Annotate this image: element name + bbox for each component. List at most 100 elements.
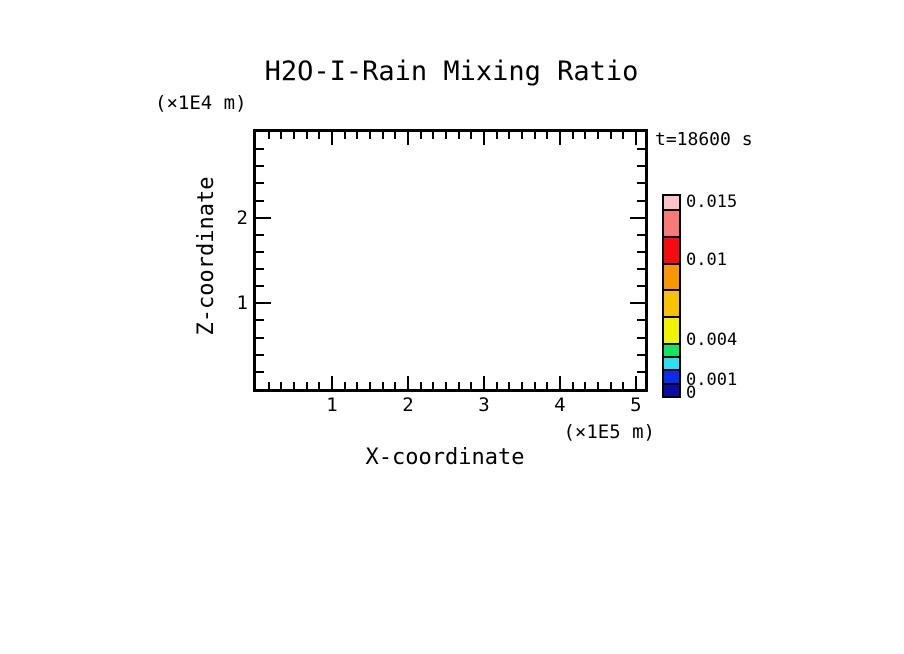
x-axis-tick bbox=[394, 132, 396, 139]
x-axis-tick bbox=[331, 376, 333, 389]
z-axis-tick bbox=[630, 302, 645, 304]
x-axis-tick bbox=[559, 132, 561, 145]
colorbar-segment bbox=[664, 209, 679, 236]
z-axis-tick bbox=[637, 182, 645, 184]
z-axis-tick bbox=[630, 217, 645, 219]
x-axis-tick bbox=[521, 132, 523, 139]
z-axis-tick bbox=[256, 148, 264, 150]
z-axis-tick bbox=[256, 337, 264, 339]
z-axis-title: Z-coordinate bbox=[194, 176, 219, 336]
colorbar-tick-label: 0.015 bbox=[686, 192, 738, 212]
z-axis-tick bbox=[256, 354, 264, 356]
x-axis-tick bbox=[293, 132, 295, 139]
x-axis-tick bbox=[508, 382, 510, 389]
z-axis-tick bbox=[256, 251, 264, 253]
plot-title: H2O-I-Rain Mixing Ratio bbox=[264, 56, 639, 87]
x-axis-tick bbox=[331, 132, 333, 145]
x-axis-tick bbox=[584, 382, 586, 389]
x-axis-tick-label: 1 bbox=[326, 394, 338, 416]
z-axis-tick bbox=[637, 285, 645, 287]
x-axis-tick bbox=[344, 132, 346, 139]
x-axis-tick bbox=[432, 132, 434, 139]
x-axis-tick bbox=[496, 132, 498, 139]
colorbar-segment bbox=[664, 369, 679, 383]
z-axis-tick-label: 2 bbox=[236, 206, 248, 229]
z-axis-tick bbox=[637, 200, 645, 202]
z-axis-tick bbox=[256, 268, 264, 270]
x-axis-tick bbox=[635, 376, 637, 389]
colorbar-segment bbox=[664, 382, 679, 396]
x-axis-tick bbox=[432, 382, 434, 389]
z-axis-tick bbox=[256, 165, 264, 167]
x-axis-tick bbox=[445, 132, 447, 139]
x-axis-tick bbox=[394, 382, 396, 389]
colorbar-tick-label: 0.001 bbox=[686, 369, 738, 390]
z-axis-tick bbox=[637, 268, 645, 270]
z-axis-tick bbox=[256, 371, 264, 373]
x-axis-tick bbox=[635, 132, 637, 145]
plot-area-frame bbox=[253, 129, 648, 392]
z-axis-tick bbox=[637, 371, 645, 373]
x-axis-tick-label: 5 bbox=[630, 394, 642, 416]
x-axis-tick bbox=[508, 132, 510, 139]
x-axis-tick bbox=[534, 132, 536, 139]
time-annotation: t=18600 s bbox=[655, 129, 753, 150]
x-axis-tick bbox=[546, 382, 548, 389]
z-axis-tick bbox=[637, 165, 645, 167]
x-axis-tick bbox=[572, 382, 574, 389]
z-axis-tick bbox=[637, 148, 645, 150]
x-axis-tick bbox=[610, 382, 612, 389]
x-axis-tick bbox=[534, 382, 536, 389]
colorbar-segment bbox=[664, 342, 679, 356]
x-axis-tick bbox=[407, 376, 409, 389]
colorbar-segment bbox=[664, 196, 679, 210]
z-axis-unit-label: (×1E4 m) bbox=[155, 92, 247, 114]
colorbar bbox=[662, 194, 681, 398]
x-axis-tick bbox=[622, 132, 624, 139]
x-axis-tick bbox=[369, 382, 371, 389]
x-axis-tick bbox=[318, 132, 320, 139]
x-axis-tick bbox=[356, 132, 358, 139]
x-axis-tick bbox=[280, 382, 282, 389]
x-axis-tick-label: 3 bbox=[478, 394, 490, 416]
x-axis-tick bbox=[369, 132, 371, 139]
x-axis-tick bbox=[483, 132, 485, 145]
x-axis-tick bbox=[572, 132, 574, 139]
x-axis-tick bbox=[268, 132, 270, 139]
z-axis-tick bbox=[256, 234, 264, 236]
x-axis-tick bbox=[483, 376, 485, 389]
z-axis-tick bbox=[637, 354, 645, 356]
x-axis-tick bbox=[597, 132, 599, 139]
z-axis-tick bbox=[256, 285, 264, 287]
colorbar-segment bbox=[664, 315, 679, 343]
colorbar-tick-label: 0.004 bbox=[686, 329, 738, 350]
colorbar-tick-label: 0.01 bbox=[686, 249, 727, 270]
x-axis-tick bbox=[306, 132, 308, 139]
x-axis-tick bbox=[420, 382, 422, 389]
x-axis-tick bbox=[407, 132, 409, 145]
x-axis-tick bbox=[458, 382, 460, 389]
colorbar-segment bbox=[664, 262, 679, 290]
z-axis-tick bbox=[256, 182, 264, 184]
colorbar-segment bbox=[664, 235, 679, 263]
x-axis-tick bbox=[470, 132, 472, 139]
x-axis-tick bbox=[546, 132, 548, 139]
x-axis-tick bbox=[293, 382, 295, 389]
x-axis-tick-label: 4 bbox=[554, 394, 566, 416]
x-axis-title: X-coordinate bbox=[365, 445, 525, 470]
x-axis-tick bbox=[445, 382, 447, 389]
x-axis-tick bbox=[559, 376, 561, 389]
z-axis-tick bbox=[256, 302, 271, 304]
x-axis-tick bbox=[344, 382, 346, 389]
x-axis-tick bbox=[470, 382, 472, 389]
z-axis-tick bbox=[256, 200, 264, 202]
x-axis-tick bbox=[584, 132, 586, 139]
x-axis-tick bbox=[356, 382, 358, 389]
z-axis-tick bbox=[256, 319, 264, 321]
x-axis-tick bbox=[280, 132, 282, 139]
x-axis-tick bbox=[622, 382, 624, 389]
colorbar-tick-label: 0 bbox=[686, 383, 697, 403]
z-axis-tick bbox=[637, 251, 645, 253]
x-axis-tick bbox=[382, 132, 384, 139]
